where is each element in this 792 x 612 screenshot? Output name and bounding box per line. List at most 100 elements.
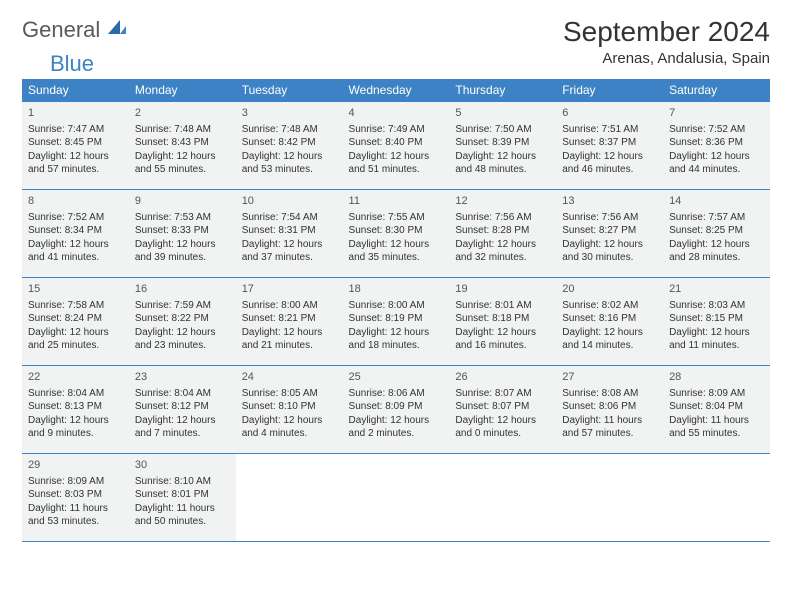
day-number: 28	[669, 370, 764, 385]
daylight-text: Daylight: 12 hours	[562, 150, 657, 164]
calendar-day-cell: 7Sunrise: 7:52 AMSunset: 8:36 PMDaylight…	[663, 102, 770, 190]
calendar-day-cell: 1 Sunrise: 7:47 AMSunset: 8:45 PMDaylight…	[22, 102, 129, 190]
sunrise-text: Sunrise: 7:54 AM	[242, 211, 337, 225]
calendar-day-cell: 27Sunrise: 8:08 AMSunset: 8:06 PMDayligh…	[556, 366, 663, 454]
daylight-text: Daylight: 12 hours	[28, 326, 123, 340]
sunrise-text: Sunrise: 8:02 AM	[562, 299, 657, 313]
weekday-header: Friday	[556, 79, 663, 102]
logo-sail-icon	[106, 16, 128, 43]
sunset-text: Sunset: 8:24 PM	[28, 312, 123, 326]
sunrise-text: Sunrise: 8:09 AM	[669, 387, 764, 401]
calendar-day-cell: 23Sunrise: 8:04 AMSunset: 8:12 PMDayligh…	[129, 366, 236, 454]
daylight-text: Daylight: 12 hours	[455, 238, 550, 252]
day-number: 15	[28, 282, 123, 297]
day-number: 13	[562, 194, 657, 209]
calendar-day-cell: 20Sunrise: 8:02 AMSunset: 8:16 PMDayligh…	[556, 278, 663, 366]
calendar-day-cell: 16Sunrise: 7:59 AMSunset: 8:22 PMDayligh…	[129, 278, 236, 366]
day-number: 1	[28, 106, 123, 121]
daylight-text: and 25 minutes.	[28, 339, 123, 353]
sunset-text: Sunset: 8:25 PM	[669, 224, 764, 238]
daylight-text: Daylight: 12 hours	[562, 238, 657, 252]
sunrise-text: Sunrise: 7:47 AM	[28, 123, 123, 137]
calendar-day-cell: 29Sunrise: 8:09 AMSunset: 8:03 PMDayligh…	[22, 454, 129, 542]
sunset-text: Sunset: 8:43 PM	[135, 136, 230, 150]
calendar-day-cell: 21Sunrise: 8:03 AMSunset: 8:15 PMDayligh…	[663, 278, 770, 366]
day-number: 10	[242, 194, 337, 209]
weekday-header: Wednesday	[343, 79, 450, 102]
sunrise-text: Sunrise: 8:00 AM	[349, 299, 444, 313]
sunrise-text: Sunrise: 8:08 AM	[562, 387, 657, 401]
day-number: 26	[455, 370, 550, 385]
calendar-week-row: 22Sunrise: 8:04 AMSunset: 8:13 PMDayligh…	[22, 366, 770, 454]
calendar-week-row: 15Sunrise: 7:58 AMSunset: 8:24 PMDayligh…	[22, 278, 770, 366]
sunset-text: Sunset: 8:27 PM	[562, 224, 657, 238]
calendar-day-cell: 19Sunrise: 8:01 AMSunset: 8:18 PMDayligh…	[449, 278, 556, 366]
daylight-text: Daylight: 11 hours	[669, 414, 764, 428]
daylight-text: and 23 minutes.	[135, 339, 230, 353]
sunrise-text: Sunrise: 7:53 AM	[135, 211, 230, 225]
month-title: September 2024	[563, 16, 770, 48]
daylight-text: and 32 minutes.	[455, 251, 550, 265]
calendar-body: 1Sunrise: 7:47 AMSunset: 8:45 PMDaylight…	[22, 102, 770, 542]
daylight-text: and 53 minutes.	[242, 163, 337, 177]
weekday-header: Monday	[129, 79, 236, 102]
sunrise-text: Sunrise: 8:03 AM	[669, 299, 764, 313]
daylight-text: and 14 minutes.	[562, 339, 657, 353]
daylight-text: and 18 minutes.	[349, 339, 444, 353]
calendar-week-row: 8Sunrise: 7:52 AMSunset: 8:34 PMDaylight…	[22, 190, 770, 278]
title-block: September 2024 Arenas, Andalusia, Spain	[563, 16, 770, 67]
day-number: 8	[28, 194, 123, 209]
daylight-text: and 37 minutes.	[242, 251, 337, 265]
sunset-text: Sunset: 8:34 PM	[28, 224, 123, 238]
day-number: 7	[669, 106, 764, 121]
day-number: 27	[562, 370, 657, 385]
daylight-text: Daylight: 12 hours	[28, 150, 123, 164]
daylight-text: and 57 minutes.	[28, 163, 123, 177]
daylight-text: Daylight: 12 hours	[28, 238, 123, 252]
daylight-text: and 28 minutes.	[669, 251, 764, 265]
daylight-text: Daylight: 12 hours	[135, 326, 230, 340]
sunset-text: Sunset: 8:10 PM	[242, 400, 337, 414]
sunset-text: Sunset: 8:42 PM	[242, 136, 337, 150]
calendar-day-cell: 25Sunrise: 8:06 AMSunset: 8:09 PMDayligh…	[343, 366, 450, 454]
calendar-day-cell: 8 Sunrise: 7:52 AMSunset: 8:34 PMDaylight…	[22, 190, 129, 278]
calendar-day-cell: 5Sunrise: 7:50 AMSunset: 8:39 PMDaylight…	[449, 102, 556, 190]
calendar-day-cell: 18Sunrise: 8:00 AMSunset: 8:19 PMDayligh…	[343, 278, 450, 366]
calendar-day-cell	[556, 454, 663, 542]
weekday-header: Tuesday	[236, 79, 343, 102]
calendar-day-cell	[236, 454, 343, 542]
calendar-day-cell	[663, 454, 770, 542]
sunrise-text: Sunrise: 8:07 AM	[455, 387, 550, 401]
day-number: 20	[562, 282, 657, 297]
daylight-text: Daylight: 12 hours	[28, 414, 123, 428]
day-number: 4	[349, 106, 444, 121]
daylight-text: Daylight: 12 hours	[455, 150, 550, 164]
daylight-text: Daylight: 11 hours	[28, 502, 123, 516]
sunset-text: Sunset: 8:03 PM	[28, 488, 123, 502]
weekday-header: Thursday	[449, 79, 556, 102]
day-number: 22	[28, 370, 123, 385]
daylight-text: Daylight: 12 hours	[242, 414, 337, 428]
sunrise-text: Sunrise: 8:01 AM	[455, 299, 550, 313]
calendar-day-cell	[343, 454, 450, 542]
sunrise-text: Sunrise: 7:48 AM	[242, 123, 337, 137]
calendar-day-cell: 9Sunrise: 7:53 AMSunset: 8:33 PMDaylight…	[129, 190, 236, 278]
day-number: 30	[135, 458, 230, 473]
sunrise-text: Sunrise: 8:04 AM	[28, 387, 123, 401]
day-number: 6	[562, 106, 657, 121]
daylight-text: and 55 minutes.	[135, 163, 230, 177]
sunset-text: Sunset: 8:33 PM	[135, 224, 230, 238]
sunset-text: Sunset: 8:45 PM	[28, 136, 123, 150]
sunset-text: Sunset: 8:22 PM	[135, 312, 230, 326]
sunrise-text: Sunrise: 8:05 AM	[242, 387, 337, 401]
day-number: 14	[669, 194, 764, 209]
calendar-day-cell: 28Sunrise: 8:09 AMSunset: 8:04 PMDayligh…	[663, 366, 770, 454]
sunrise-text: Sunrise: 7:52 AM	[28, 211, 123, 225]
calendar-day-cell: 26Sunrise: 8:07 AMSunset: 8:07 PMDayligh…	[449, 366, 556, 454]
weekday-header: Saturday	[663, 79, 770, 102]
day-number: 23	[135, 370, 230, 385]
day-number: 18	[349, 282, 444, 297]
daylight-text: Daylight: 12 hours	[455, 414, 550, 428]
sunset-text: Sunset: 8:16 PM	[562, 312, 657, 326]
calendar-day-cell: 17Sunrise: 8:00 AMSunset: 8:21 PMDayligh…	[236, 278, 343, 366]
